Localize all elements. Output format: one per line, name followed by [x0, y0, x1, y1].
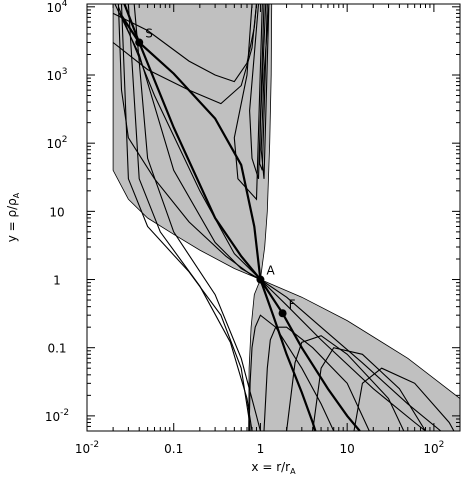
- y-tick-label: 103: [46, 67, 67, 83]
- y-tick-label: 102: [46, 135, 67, 151]
- solution-curve-1: [117, 6, 426, 431]
- axis-ticks: [86, 4, 461, 432]
- point-s-marker: [135, 38, 144, 47]
- point-f-label: F: [289, 297, 296, 311]
- y-tick-label: 104: [46, 0, 67, 15]
- special-points: S A F: [135, 26, 296, 318]
- point-a-marker: [256, 275, 265, 284]
- point-s-label: S: [145, 26, 153, 40]
- solution-curve-7: [133, 4, 261, 431]
- x-axis-label: x = r/rA: [251, 460, 296, 476]
- critical-curve-1: [119, 12, 317, 431]
- solution-curve-4: [117, 4, 261, 280]
- solution-curve-16: [353, 367, 455, 431]
- y-tick-label: 10-2: [45, 408, 69, 424]
- shaded-region-0: [112, 4, 460, 431]
- solution-curve-11: [260, 4, 270, 179]
- point-a-label: A: [266, 264, 275, 278]
- solution-curve-6: [127, 4, 253, 431]
- x-tick-labels: 10-2 0.1 1 10 102: [75, 440, 445, 456]
- solution-curve-15: [312, 347, 426, 431]
- solution-curve-3: [112, 4, 258, 83]
- x-tick-label: 102: [423, 440, 444, 456]
- x-tick-label: 1: [257, 442, 265, 456]
- solution-curve-10: [259, 4, 268, 171]
- x-tick-label: 0.1: [164, 442, 183, 456]
- shaded-region-layer: [112, 4, 460, 431]
- solution-curve-13: [263, 326, 370, 431]
- y-tick-labels: 10-2 0.1 1 10 102 103 104: [45, 0, 69, 424]
- solution-curves: [112, 4, 455, 431]
- y-tick-label: 1: [53, 274, 61, 288]
- point-f-marker: [278, 309, 287, 318]
- x-tick-label: 10-2: [75, 440, 99, 456]
- solution-curve-5: [120, 4, 251, 431]
- x-tick-label: 10: [340, 442, 355, 456]
- solution-curve-12: [248, 314, 335, 431]
- y-tick-label: 0.1: [47, 342, 66, 356]
- solution-curve-8: [233, 4, 263, 201]
- solution-curve-2: [112, 4, 258, 105]
- y-axis-label: y = ρ/ρA: [5, 192, 21, 242]
- solution-curve-14: [286, 335, 405, 431]
- y-tick-label: 10: [49, 205, 64, 219]
